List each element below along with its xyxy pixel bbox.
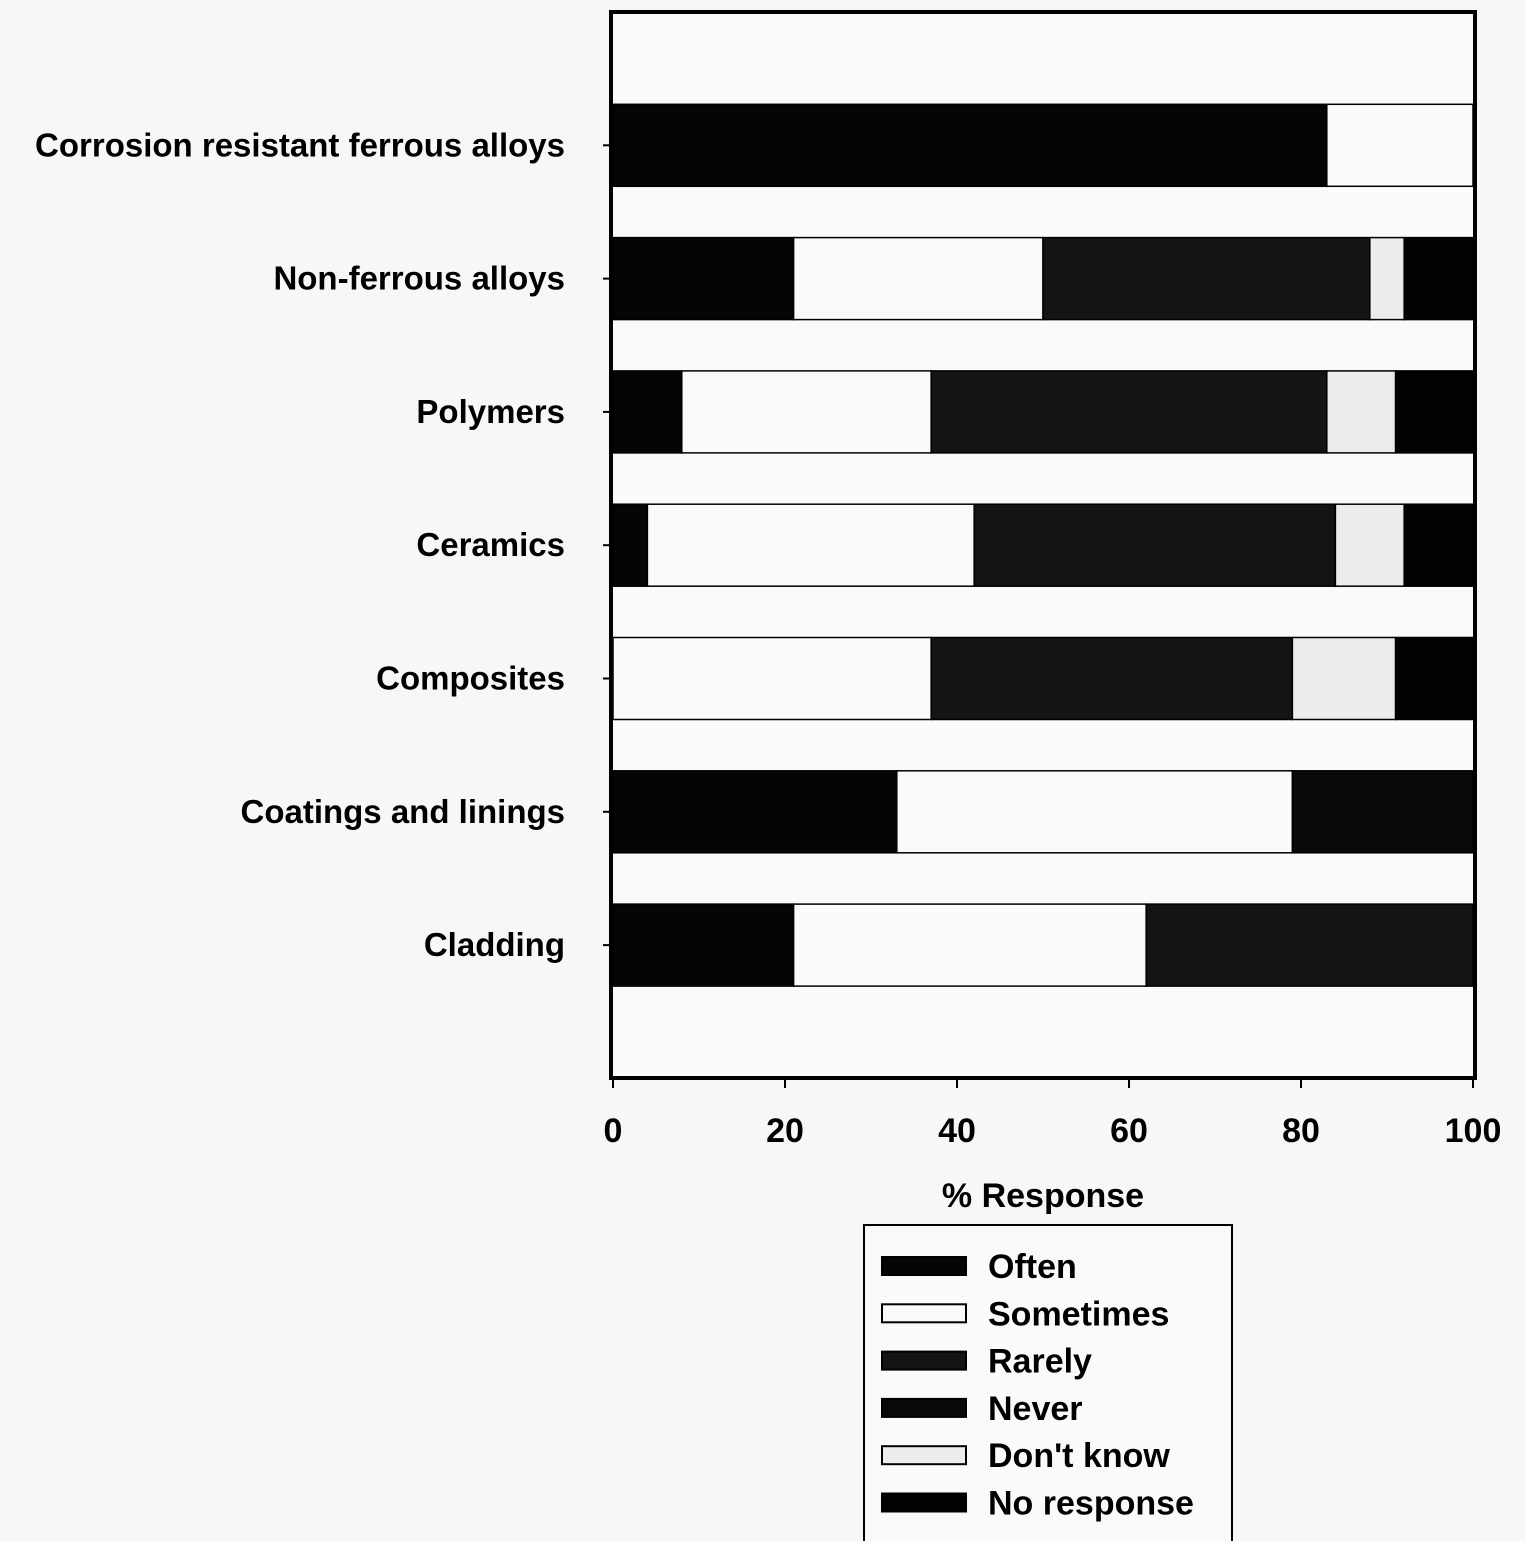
bar-segment-sometimes <box>1326 103 1474 188</box>
x-tick-label: 40 <box>938 1112 976 1150</box>
legend-swatch-never <box>881 1397 967 1418</box>
bar-segment-rarely <box>1042 236 1371 321</box>
bar-segment-often <box>612 103 1328 188</box>
bar-segment-often <box>612 503 649 587</box>
bar-segment-rarely <box>930 370 1328 454</box>
bar-segment-no-response <box>1403 503 1474 587</box>
bar-segment-don-t-know <box>1291 636 1397 721</box>
legend-box <box>863 1224 1233 1541</box>
x-tick-label: 60 <box>1110 1112 1148 1150</box>
bar-segment-often <box>612 903 795 987</box>
legend-label-don-t-know: Don't know <box>988 1437 1170 1475</box>
bar-segment-rarely <box>930 636 1294 721</box>
category-label: Polymers <box>416 393 565 430</box>
legend-swatch-don-t-know <box>881 1445 967 1466</box>
bar-segment-don-t-know <box>1334 503 1405 587</box>
legend-label-never: Never <box>988 1390 1083 1428</box>
legend-label-sometimes: Sometimes <box>988 1295 1169 1333</box>
bar-segment-rarely <box>973 503 1337 587</box>
x-tick-label: 20 <box>766 1112 804 1150</box>
x-tick-label: 0 <box>604 1112 623 1150</box>
legend-swatch-rarely <box>881 1350 967 1371</box>
category-labels: Corrosion resistant ferrous alloys Non-fe… <box>35 126 565 963</box>
bar-segment-no-response <box>1394 370 1474 454</box>
category-label: Ceramics <box>416 526 565 563</box>
x-tick-label: 100 <box>1445 1112 1502 1150</box>
bar-segment-sometimes <box>646 503 975 587</box>
bar-segment-don-t-know <box>1369 236 1405 321</box>
bar-segment-often <box>612 770 898 854</box>
legend-label-rarely: Rarely <box>988 1343 1092 1381</box>
legend-swatch-sometimes <box>881 1303 967 1324</box>
x-axis-title: % Response <box>942 1177 1144 1215</box>
legend-swatch-no-response <box>881 1492 967 1513</box>
bar-segment-sometimes <box>792 903 1147 987</box>
category-label: Corrosion resistant ferrous alloys <box>35 126 565 163</box>
legend-swatch-often <box>881 1256 967 1276</box>
y-axis-ticks <box>603 144 611 947</box>
bar-segment-no-response <box>1403 236 1474 321</box>
category-label: Coatings and linings <box>240 793 565 830</box>
x-axis-ticks: 0 20 40 60 80 100 <box>604 1078 1502 1150</box>
bars-group <box>612 103 1474 987</box>
bar-segment-don-t-know <box>1326 370 1397 454</box>
bar-segment-rarely <box>1145 903 1474 987</box>
category-label: Cladding <box>424 926 565 963</box>
legend: Often Sometimes Rarely Never Don't know No re… <box>881 1248 1194 1523</box>
x-tick-label: 80 <box>1282 1112 1320 1150</box>
legend-label-often: Often <box>988 1248 1077 1286</box>
bar-segment-often <box>612 370 683 454</box>
bar-segment-often <box>612 236 795 321</box>
bar-segment-no-response <box>1394 636 1474 721</box>
bar-segment-sometimes <box>681 370 932 454</box>
bar-segment-never <box>1291 770 1474 854</box>
category-label: Composites <box>376 660 565 697</box>
bar-segment-sometimes <box>612 636 932 721</box>
bar-segment-sometimes <box>792 236 1044 321</box>
legend-label-no-response: No response <box>988 1485 1194 1523</box>
bar-segment-sometimes <box>896 770 1294 854</box>
category-label: Non-ferrous alloys <box>273 260 565 297</box>
